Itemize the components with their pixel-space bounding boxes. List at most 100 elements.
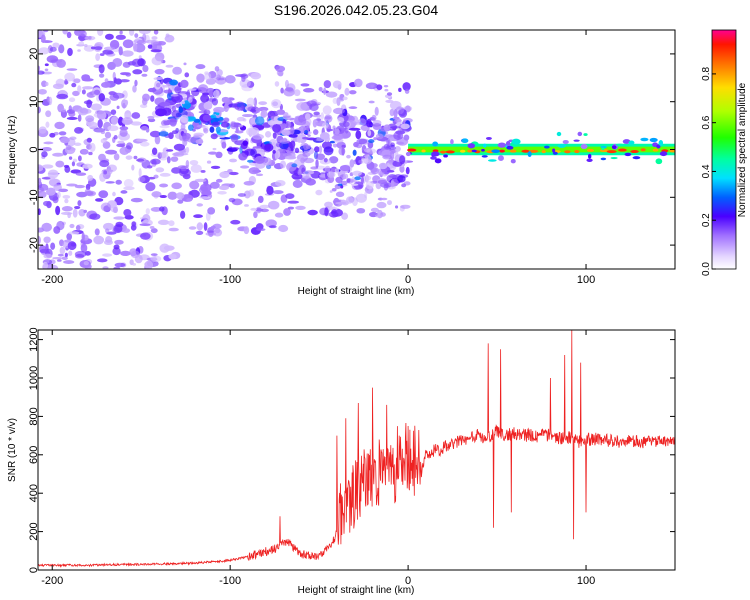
spectrogram-blob: [277, 71, 284, 77]
spectrogram-blob: [375, 133, 384, 140]
spectrogram-blob: [342, 96, 348, 101]
spectrogram-blob: [52, 256, 63, 260]
spectrogram-blob: [141, 73, 148, 77]
spectrogram-blob: [82, 86, 94, 90]
snr-y-label: SNR (10 * v/v): [7, 418, 18, 482]
spectrogram-blob: [224, 75, 236, 84]
spectrogram-blob: [66, 31, 72, 39]
spectrogram-blob: [113, 216, 125, 220]
spectrogram-blob: [77, 107, 89, 116]
spectrogram-blob: [293, 89, 301, 97]
spectrogram-blob: [64, 165, 71, 173]
spectrogram-blob: [253, 211, 258, 219]
spectrogram-blob: [67, 47, 73, 57]
spectrogram-blob: [485, 136, 492, 140]
spectrogram-blob: [214, 227, 221, 234]
spectrogram-blob: [304, 129, 309, 135]
spectrogram-blob: [163, 89, 173, 94]
spectrogram-peak: [652, 148, 659, 152]
spectrogram-blob: [65, 183, 78, 187]
spectrogram-blob: [353, 181, 364, 190]
spectrogram-blob: [270, 98, 282, 109]
spectrogram-blob: [207, 230, 215, 233]
spectrogram-blob: [287, 146, 291, 154]
spectrogram-blob: [323, 87, 327, 96]
spectrogram-blob: [343, 173, 349, 180]
spectrogram-blob: [98, 64, 105, 74]
spectrogram-blob: [38, 183, 49, 192]
spectrogram-peak: [445, 150, 455, 154]
spectrogram-blob: [187, 124, 194, 131]
spectrogram-blob: [400, 204, 411, 209]
spectrogram-blob: [77, 114, 82, 122]
spectrogram-blob: [56, 220, 65, 231]
spectrogram-blob: [41, 164, 54, 169]
spectrogram-blob: [110, 109, 117, 115]
spectrogram-blob: [255, 228, 266, 232]
spectrogram-blob: [151, 56, 163, 66]
spectrogram-blob: [303, 143, 309, 151]
spectrogram-blob: [45, 110, 52, 118]
spectrogram-blob: [150, 228, 158, 234]
spectrogram-blob: [573, 139, 580, 142]
spectrogram-blob: [81, 149, 89, 154]
spectrogram-blob: [268, 200, 280, 210]
spectrogram-blob: [405, 151, 411, 157]
spectrogram-blob: [187, 96, 193, 103]
spectrogram-blob: [615, 143, 625, 147]
spectrogram-blob: [300, 157, 306, 164]
spectrogram-blob: [284, 87, 294, 92]
spectrogram-blob: [61, 108, 66, 113]
spectrogram-blob: [63, 239, 72, 243]
spectrogram-blob: [170, 93, 179, 97]
spectrogram-blob: [319, 132, 330, 140]
spectrogram-blob: [304, 113, 311, 120]
spectrogram-blob: [373, 137, 378, 141]
spectrogram-blob: [260, 109, 268, 118]
spectrogram-blob: [88, 151, 93, 156]
spectrogram-blob: [401, 183, 407, 188]
spectrogram-blob: [112, 57, 123, 67]
spectrogram-blob: [250, 207, 258, 211]
x-tick-label: -200: [41, 575, 63, 587]
spectrogram-blob: [154, 135, 161, 145]
spectrogram-blob: [138, 30, 151, 35]
spectrogram-blob: [505, 141, 511, 146]
spectrogram-blob: [383, 124, 391, 131]
spectrogram-blob: [118, 46, 123, 56]
spectrogram-blob: [136, 39, 147, 45]
spectrogram-blob: [74, 30, 82, 36]
spectrogram-blob: [341, 146, 345, 156]
spectrogram-blob: [281, 129, 290, 136]
spectrogram-blob: [264, 143, 274, 152]
spectrogram-blob: [556, 131, 562, 137]
spectrogram-blob: [74, 205, 81, 210]
spectrogram-peak: [432, 149, 439, 153]
spectrogram-blob: [370, 167, 380, 175]
spectrogram-blob: [209, 181, 220, 189]
spectrogram-blob: [52, 152, 64, 157]
spectrogram-blob: [110, 116, 119, 125]
spectrogram-blob: [100, 138, 107, 144]
spectrogram-blob: [333, 197, 340, 206]
spectrogram-blob: [97, 119, 103, 129]
spectrogram-blob: [171, 110, 181, 118]
x-tick-label: 0: [405, 274, 411, 286]
spectrogram-blob: [335, 201, 347, 205]
spectrogram-blob: [150, 206, 162, 212]
spectrogram-blob: [103, 239, 113, 246]
spectrogram-blob: [296, 101, 308, 111]
spectrogram-blob: [341, 212, 349, 220]
spectrogram-blob: [195, 64, 206, 70]
spectrogram-blob: [77, 85, 82, 93]
spectrogram-blob: [203, 101, 213, 110]
spectrogram-blob: [374, 106, 379, 116]
spectrogram-blob: [100, 130, 106, 135]
spectrogram-blob: [165, 33, 170, 38]
spectrogram-blob: [228, 197, 236, 203]
spectrogram-blob: [87, 174, 94, 181]
spectrogram-blob: [68, 156, 73, 160]
spectrogram-blob: [394, 119, 402, 123]
spectrogram-blob: [640, 137, 649, 142]
spectrogram-blob: [172, 152, 180, 157]
